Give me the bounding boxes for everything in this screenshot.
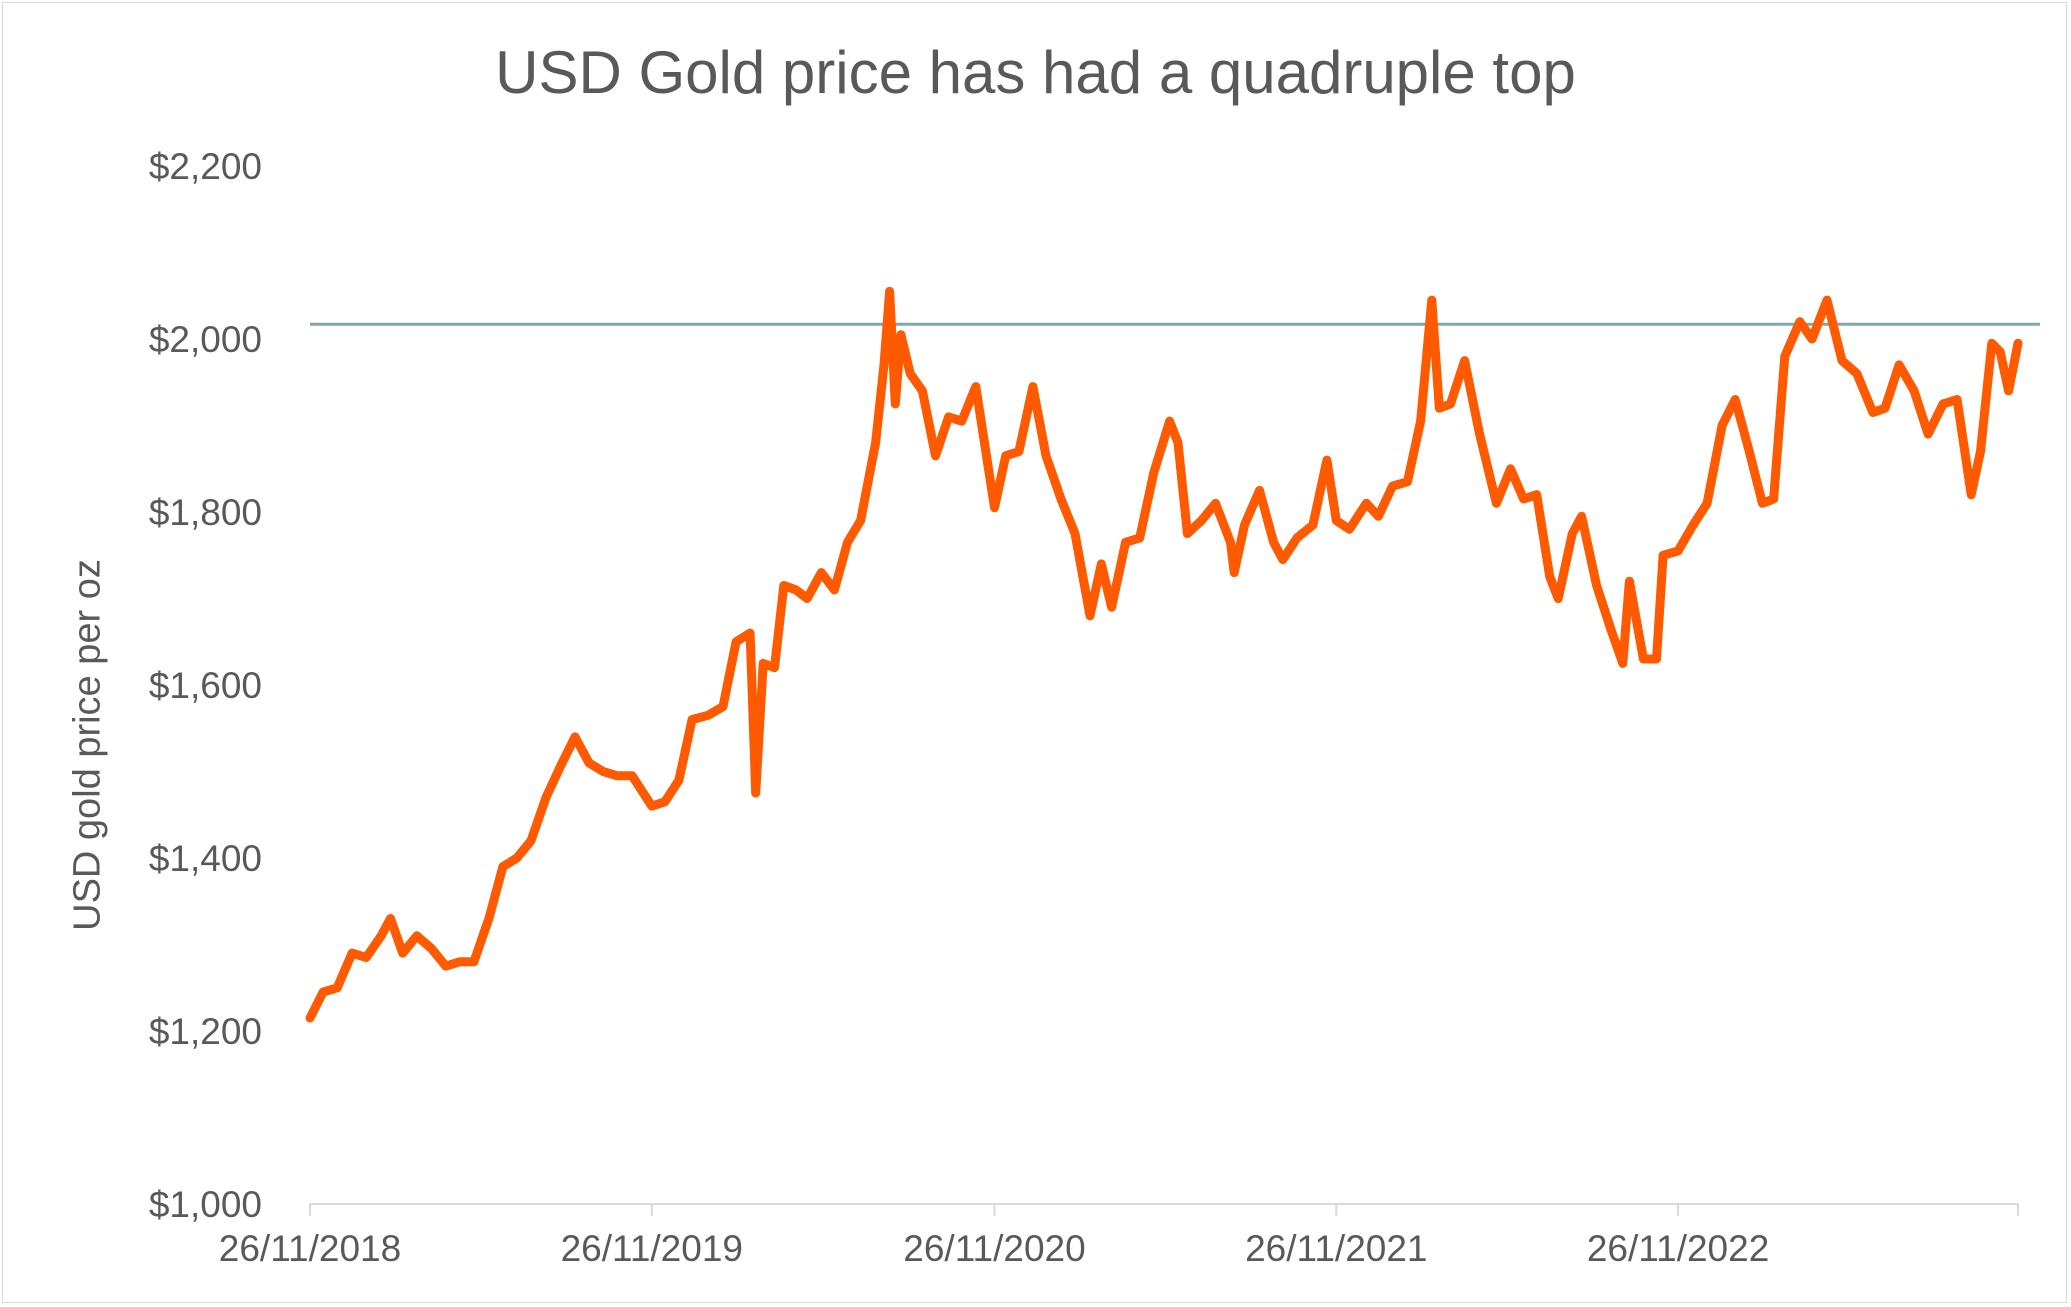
- x-tick-label: 26/11/2018: [219, 1228, 401, 1269]
- x-axis: 26/11/2018 26/11/2019 26/11/2020 26/11/2021…: [219, 1203, 2019, 1269]
- x-tick-label: 26/11/2022: [1587, 1228, 1769, 1269]
- x-tick-label: 26/11/2020: [903, 1228, 1085, 1269]
- y-tick-label: $2,000: [149, 319, 262, 360]
- y-tick-label: $2,200: [149, 146, 262, 187]
- y-tick-label: $1,000: [149, 1184, 262, 1225]
- series-group: [305, 286, 2023, 1023]
- y-tick-label: $1,800: [149, 492, 262, 533]
- y-tick-label: $1,600: [149, 665, 262, 706]
- x-tick-label: 26/11/2021: [1245, 1228, 1427, 1269]
- gold-price-line: [305, 286, 2023, 1023]
- y-tick-label: $1,400: [149, 838, 262, 879]
- chart-title: USD Gold price has had a quadruple top: [495, 39, 1576, 106]
- y-tick-label: $1,200: [149, 1011, 262, 1052]
- x-tick-label: 26/11/2019: [561, 1228, 743, 1269]
- y-tick-labels: $1,000 $1,200 $1,400 $1,600 $1,800 $2,000 $2,2…: [149, 146, 262, 1225]
